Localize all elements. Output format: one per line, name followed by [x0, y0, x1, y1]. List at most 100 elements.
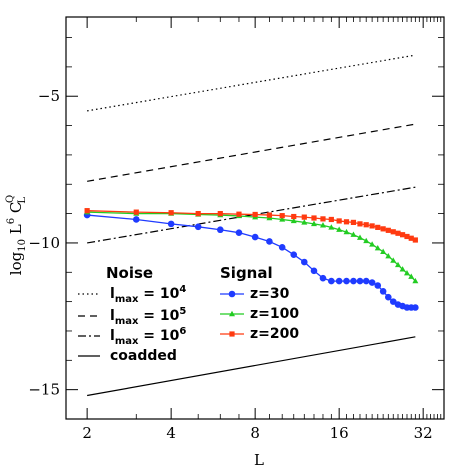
- data-point-square: [408, 235, 414, 241]
- data-point-triangle: [301, 219, 308, 225]
- data-point-triangle: [290, 217, 297, 224]
- data-point-circle: [350, 277, 357, 285]
- data-point-circle: [389, 298, 397, 305]
- legend-noise-label: lmax = 104: [110, 284, 186, 305]
- y-axis-label-L: L: [7, 224, 25, 239]
- data-point-triangle: [374, 245, 381, 251]
- data-point-square: [395, 230, 401, 236]
- data-point-triangle: [412, 277, 419, 284]
- data-point-triangle: [356, 234, 363, 240]
- data-point-circle: [251, 233, 259, 241]
- data-point-triangle: [408, 273, 415, 279]
- legend-noise-title: Noise: [106, 264, 153, 282]
- data-point-square: [229, 331, 235, 337]
- x-tick-label: 4: [166, 424, 176, 442]
- data-point-circle: [290, 251, 298, 258]
- data-point-triangle: [350, 231, 357, 237]
- y-axis-label-log: log: [7, 251, 25, 275]
- data-point-circle: [216, 226, 224, 234]
- data-point-square: [133, 209, 139, 215]
- noise-line-dotted: [87, 54, 416, 112]
- data-point-square: [84, 208, 90, 214]
- data-point-triangle: [390, 257, 397, 263]
- data-point-square: [311, 215, 317, 221]
- data-point-triangle: [279, 216, 286, 222]
- legend-noise-label: coadded: [110, 348, 177, 364]
- data-point-circle: [343, 277, 350, 285]
- data-point-triangle: [310, 220, 317, 227]
- axes-layer: 2 4 8 16 32 −5 −10 −15: [28, 16, 445, 442]
- data-point-square: [236, 211, 242, 217]
- x-axis-label: L: [254, 451, 264, 469]
- legend-signal-title: Signal: [220, 264, 273, 282]
- data-point-circle: [385, 293, 392, 301]
- data-point-triangle: [380, 248, 387, 254]
- legend-noise-label: lmax = 106: [110, 326, 186, 347]
- data-point-square: [399, 232, 406, 238]
- data-point-circle: [379, 288, 387, 295]
- data-point-square: [412, 237, 418, 243]
- x-tick-label: 8: [250, 424, 260, 442]
- data-point-square: [320, 216, 326, 222]
- data-point-triangle: [319, 222, 326, 228]
- data-point-triangle: [343, 228, 350, 235]
- y-axis-label-sub: 10: [17, 239, 28, 252]
- data-point-circle: [194, 223, 202, 231]
- data-point-triangle: [336, 226, 343, 232]
- x-tick-label: 2: [82, 424, 92, 442]
- data-point-circle: [300, 258, 308, 266]
- data-point-circle: [374, 282, 382, 289]
- data-point-square: [385, 227, 391, 233]
- legend-signal-label: z=30: [250, 286, 290, 302]
- data-point-square: [336, 218, 342, 224]
- data-point-triangle: [328, 224, 335, 230]
- data-point-triangle: [385, 252, 392, 259]
- data-point-circle: [328, 277, 335, 285]
- data-point-square: [375, 224, 381, 230]
- y-tick-label: −15: [28, 381, 60, 399]
- data-point-circle: [266, 238, 273, 245]
- data-point-circle: [412, 304, 419, 311]
- data-point-square: [266, 212, 273, 218]
- legend-signal-label: z=100: [250, 306, 299, 322]
- data-point-triangle: [229, 310, 235, 317]
- noise-line-solid: [87, 336, 416, 397]
- data-point-square: [328, 216, 334, 223]
- data-point-square: [357, 221, 363, 227]
- data-point-square: [291, 213, 297, 220]
- noise-line-dashdot: [87, 186, 416, 244]
- data-point-circle: [235, 229, 243, 236]
- y-axis-label-sup: 6: [6, 218, 17, 224]
- data-point-square: [350, 219, 357, 226]
- y-axis-label: log10 L6 CLQ: [5, 195, 28, 275]
- data-point-triangle: [363, 237, 370, 244]
- data-point-circle: [362, 277, 370, 285]
- y-axis-label-Csup: Q: [5, 195, 16, 203]
- data-point-square: [252, 211, 258, 218]
- y-tick-label: −10: [28, 234, 60, 252]
- data-point-square: [390, 229, 396, 235]
- data-point-square: [369, 223, 375, 229]
- data-point-circle: [278, 244, 286, 251]
- data-point-square: [217, 210, 223, 217]
- legend-signal-label: z=200: [250, 326, 299, 342]
- data-point-square: [195, 210, 201, 217]
- y-axis-label-Csub: L: [17, 197, 28, 204]
- data-point-circle: [167, 220, 175, 228]
- data-point-triangle: [399, 266, 406, 272]
- data-point-square: [343, 219, 350, 225]
- data-point-circle: [319, 274, 327, 282]
- data-point-square: [363, 222, 369, 228]
- data-point-circle: [132, 216, 140, 223]
- legend-noise-label: lmax = 105: [110, 306, 186, 327]
- series-layer: [83, 54, 419, 397]
- data-point-circle: [228, 290, 236, 298]
- data-point-square: [404, 233, 410, 240]
- data-point-triangle: [395, 261, 402, 268]
- data-point-triangle: [403, 269, 410, 276]
- data-point-triangle: [369, 241, 376, 247]
- data-point-circle: [310, 267, 318, 275]
- data-point-square: [168, 210, 174, 216]
